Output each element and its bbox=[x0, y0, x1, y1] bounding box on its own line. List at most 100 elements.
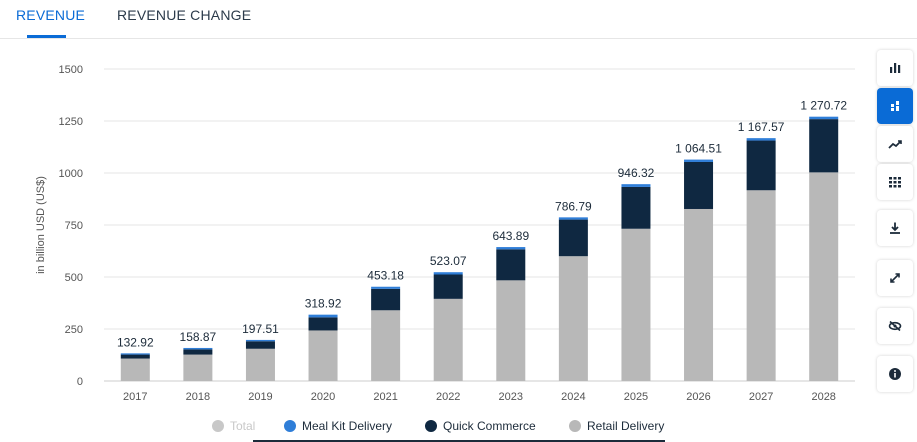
bar-segment bbox=[433, 298, 463, 381]
bar-segment bbox=[183, 354, 213, 381]
x-tick-label: 2017 bbox=[123, 391, 147, 403]
fullscreen-button[interactable] bbox=[877, 260, 913, 296]
x-tick-label: 2027 bbox=[749, 391, 773, 403]
legend-label-quick-commerce: Quick Commerce bbox=[443, 419, 536, 433]
bar-segment bbox=[809, 172, 839, 381]
data-label: 1 064.51 bbox=[675, 142, 722, 156]
bar-segment bbox=[245, 339, 275, 342]
stacked-bar-icon bbox=[891, 101, 899, 111]
data-label: 318.92 bbox=[305, 297, 342, 311]
y-tick-label: 500 bbox=[65, 272, 83, 284]
bar-segment bbox=[558, 219, 588, 257]
bar-segment bbox=[308, 330, 338, 381]
data-label: 158.87 bbox=[180, 330, 217, 344]
data-label: 946.32 bbox=[618, 166, 655, 180]
line-chart-button[interactable] bbox=[877, 126, 913, 162]
bar-segment bbox=[371, 310, 401, 381]
info-icon bbox=[889, 368, 901, 380]
legend-item-retail[interactable]: Retail Delivery bbox=[569, 419, 664, 433]
legend-item-total[interactable]: Total bbox=[212, 419, 255, 433]
data-label: 523.07 bbox=[430, 254, 467, 268]
y-tick-label: 1000 bbox=[59, 168, 83, 180]
active-tab-indicator bbox=[27, 35, 66, 38]
bar-segment bbox=[183, 349, 213, 355]
x-tick-label: 2019 bbox=[248, 391, 272, 403]
bar-segment bbox=[308, 314, 338, 318]
bar-segment bbox=[496, 280, 526, 381]
legend-dot-retail bbox=[569, 420, 581, 432]
bar-segment bbox=[308, 317, 338, 331]
legend-label-total: Total bbox=[230, 419, 256, 433]
bar-segment bbox=[621, 228, 651, 381]
bar-segment bbox=[120, 353, 150, 355]
bar-segment bbox=[433, 274, 463, 299]
bar-segment bbox=[433, 272, 463, 275]
hide-icon bbox=[888, 320, 902, 332]
x-tick-label: 2024 bbox=[561, 391, 585, 403]
trend-line-icon bbox=[888, 140, 902, 149]
chart-legend: Total Meal Kit Delivery Quick Commerce R… bbox=[0, 419, 917, 439]
legend-label-meal-kit: Meal Kit Delivery bbox=[302, 419, 393, 433]
tab-revenue-change[interactable]: REVENUE CHANGE bbox=[117, 7, 252, 23]
hide-button[interactable] bbox=[877, 308, 913, 344]
bar-chart-icon bbox=[890, 63, 901, 73]
x-tick-label: 2020 bbox=[311, 391, 335, 403]
y-tick-label: 750 bbox=[65, 220, 83, 232]
legend-dot-total bbox=[212, 420, 224, 432]
x-tick-label: 2028 bbox=[811, 391, 835, 403]
y-tick-label: 0 bbox=[77, 376, 83, 388]
bar-segment bbox=[120, 358, 150, 381]
bar-segment bbox=[809, 116, 839, 120]
bar-segment bbox=[684, 161, 714, 209]
data-label: 643.89 bbox=[492, 229, 529, 243]
bar-segment bbox=[746, 140, 776, 191]
table-grid-icon bbox=[889, 177, 901, 188]
x-tick-label: 2026 bbox=[686, 391, 710, 403]
bar-segment bbox=[558, 256, 588, 381]
bar-segment bbox=[496, 249, 526, 281]
bar-segment bbox=[746, 190, 776, 381]
x-tick-label: 2025 bbox=[624, 391, 648, 403]
bar-segment bbox=[621, 184, 651, 187]
x-tick-label: 2023 bbox=[499, 391, 523, 403]
bar-segment bbox=[183, 347, 213, 350]
bar-segment bbox=[746, 138, 776, 141]
stacked-bar-chart: 0 250 500 750 1000 1250 1500 in billion USD (US… bbox=[35, 64, 855, 403]
bar-segment bbox=[809, 119, 839, 173]
legend-dot-quick-commerce bbox=[425, 420, 437, 432]
bar-segment bbox=[120, 354, 150, 359]
bar-segment bbox=[496, 247, 526, 250]
tab-revenue[interactable]: REVENUE bbox=[16, 7, 86, 23]
legend-label-retail: Retail Delivery bbox=[587, 419, 665, 433]
legend-item-meal-kit[interactable]: Meal Kit Delivery bbox=[284, 419, 392, 433]
table-view-button[interactable] bbox=[877, 164, 913, 200]
y-axis-title: in billion USD (US$) bbox=[35, 176, 47, 274]
divider bbox=[253, 440, 665, 442]
bar-segment bbox=[684, 159, 714, 162]
download-button[interactable] bbox=[877, 210, 913, 246]
bar-chart-button[interactable] bbox=[877, 50, 913, 86]
data-label: 197.51 bbox=[242, 322, 279, 336]
x-tick-label: 2022 bbox=[436, 391, 460, 403]
fullscreen-icon bbox=[890, 273, 900, 283]
bar-segment bbox=[684, 208, 714, 381]
legend-item-quick-commerce[interactable]: Quick Commerce bbox=[425, 419, 536, 433]
stacked-bar-button[interactable] bbox=[877, 88, 913, 124]
legend-dot-meal-kit bbox=[284, 420, 296, 432]
data-label: 132.92 bbox=[117, 335, 154, 349]
data-label: 453.18 bbox=[367, 269, 404, 283]
download-icon bbox=[890, 222, 900, 234]
bar-segment bbox=[621, 186, 651, 229]
bar-segment bbox=[245, 348, 275, 381]
bar-segment bbox=[245, 341, 275, 349]
y-tick-label: 250 bbox=[65, 324, 83, 336]
tab-bar: REVENUE REVENUE CHANGE bbox=[0, 0, 917, 39]
data-label: 786.79 bbox=[555, 199, 592, 213]
y-tick-label: 1250 bbox=[59, 116, 83, 128]
data-label: 1 270.72 bbox=[800, 99, 847, 113]
bar-segment bbox=[371, 288, 401, 311]
x-tick-label: 2018 bbox=[186, 391, 210, 403]
info-button[interactable] bbox=[877, 356, 913, 392]
x-tick-label: 2021 bbox=[373, 391, 397, 403]
bar-segment bbox=[558, 217, 588, 220]
